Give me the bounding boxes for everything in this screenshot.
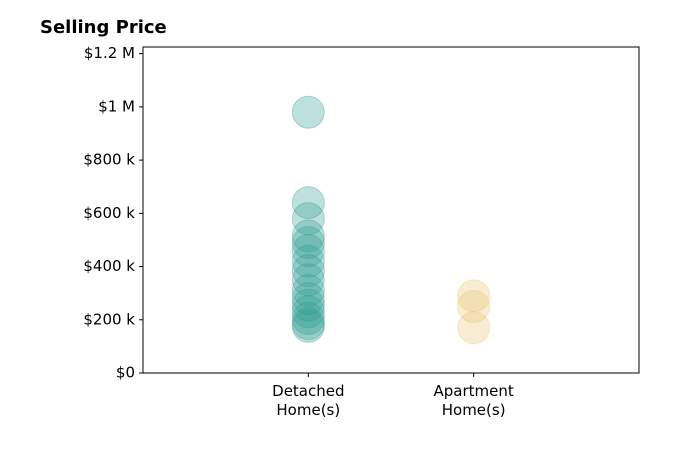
marks [291, 95, 491, 345]
x-tick-label: Apartment Home(s) [433, 382, 514, 419]
point [291, 274, 325, 308]
plot-frame [142, 46, 640, 374]
point [457, 289, 491, 323]
y-tick-label: $0 [116, 364, 135, 382]
y-tick-label: $600 k [83, 204, 135, 222]
point [291, 186, 325, 220]
point [291, 307, 325, 341]
point [291, 288, 325, 322]
point [291, 95, 325, 129]
point [457, 311, 491, 345]
point [291, 301, 325, 335]
y-tick-label: $1.2 M [84, 44, 135, 62]
y-tick-label: $1 M [98, 97, 135, 115]
chart-title: Selling Price [40, 17, 167, 38]
point [291, 234, 325, 268]
point [291, 295, 325, 329]
y-tick-label: $800 k [83, 151, 135, 169]
y-tick-label: $200 k [83, 310, 135, 328]
x-tick-label: Detached Home(s) [272, 382, 345, 419]
point [291, 226, 325, 260]
point [291, 263, 325, 297]
point [291, 244, 325, 278]
point [291, 254, 325, 288]
point [291, 309, 325, 343]
point [457, 279, 491, 313]
point [291, 202, 325, 236]
point [291, 219, 325, 253]
y-tick-label: $400 k [83, 257, 135, 275]
point [291, 281, 325, 315]
